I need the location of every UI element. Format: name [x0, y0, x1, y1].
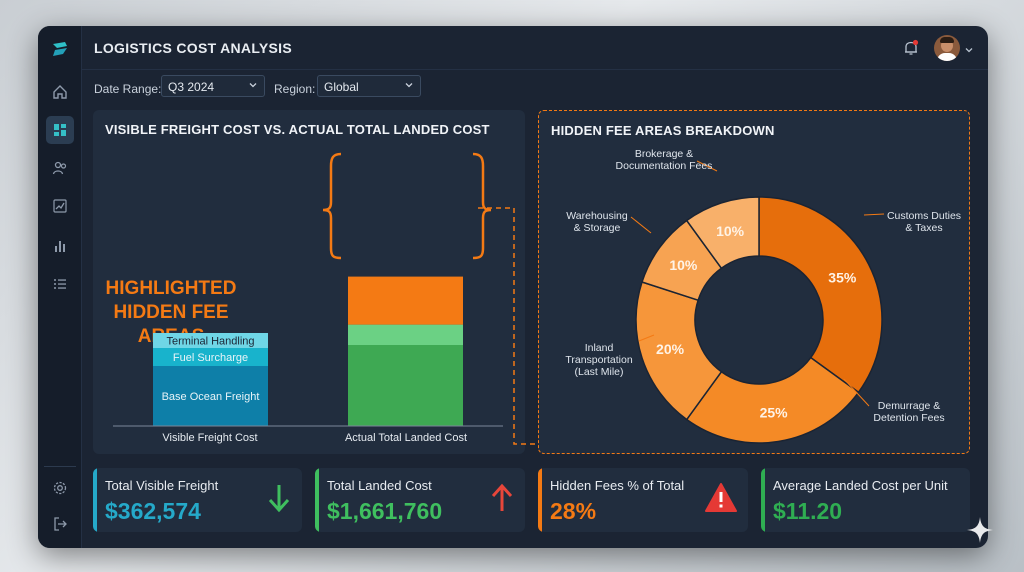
- bar-segment: [348, 276, 463, 325]
- sidebar-divider: [44, 466, 76, 467]
- callout-brace-left: [322, 152, 342, 260]
- sidebar: [38, 26, 82, 548]
- x-tick-label: Visible Freight Cost: [162, 432, 257, 444]
- avatar[interactable]: [934, 35, 960, 61]
- kpi-label: Total Landed Cost: [327, 478, 432, 493]
- slice-category-label: & Taxes: [905, 222, 942, 234]
- kpi-value: $362,574: [105, 498, 201, 524]
- settings-icon[interactable]: [46, 474, 74, 502]
- slice-category-label: & Storage: [574, 222, 621, 234]
- list-icon[interactable]: [46, 270, 74, 298]
- logo-icon: [46, 36, 74, 64]
- callout-line-2: HIDDEN FEE: [113, 302, 228, 323]
- warning-icon: [704, 482, 738, 519]
- callout-connector: [478, 207, 538, 445]
- donut-slice: [685, 196, 760, 270]
- segment-label: Terminal Handling: [166, 336, 254, 348]
- kpi-card-visible-freight: Total Visible Freight $362,574: [93, 468, 302, 532]
- date-range-label: Date Range:: [94, 82, 162, 96]
- chevron-down-icon: [404, 79, 414, 93]
- leader-line: [630, 216, 652, 234]
- filter-bar: Date Range: Q3 2024 Region: Global: [82, 74, 988, 102]
- slice-value-label: 35%: [828, 270, 857, 286]
- bar-chart-title: VISIBLE FREIGHT COST VS. ACTUAL TOTAL LA…: [105, 122, 490, 137]
- slice-category-label: Documentation Fees: [616, 160, 713, 172]
- leader-line: [843, 378, 870, 407]
- dashboard-icon[interactable]: [46, 116, 74, 144]
- leader-line: [696, 160, 718, 172]
- callout-line-1: HIGHLIGHTED: [106, 278, 237, 299]
- slice-category-label: Customs Duties: [887, 210, 961, 222]
- kpi-label: Total Visible Freight: [105, 478, 219, 493]
- kpi-accent: [538, 468, 542, 532]
- donut-slice: [685, 356, 860, 444]
- kpi-value: $11.20: [773, 498, 843, 524]
- kpi-accent: [315, 468, 319, 532]
- kpi-accent: [93, 468, 97, 532]
- leader-line: [638, 334, 655, 342]
- kpi-card-landed-cost: Total Landed Cost $1,661,760: [315, 468, 525, 532]
- chevron-down-icon: [248, 79, 258, 93]
- slice-category-label: Brokerage &: [635, 148, 693, 160]
- bar-chart: HIGHLIGHTED HIDDEN FEE AREAS Visible Fre…: [106, 152, 503, 444]
- bar-segment: [348, 366, 463, 426]
- kpi-value: $1,661,760: [327, 498, 443, 524]
- region-select[interactable]: Global: [317, 75, 421, 97]
- region-value: Global: [324, 80, 359, 94]
- bell-icon[interactable]: [902, 39, 920, 62]
- kpi-card-avg-landed-cost: Average Landed Cost per Unit $11.20: [761, 468, 970, 532]
- slice-category-label: Detention Fees: [873, 412, 944, 424]
- bar-segment: [153, 366, 268, 426]
- kpi-value: 28%: [550, 498, 597, 524]
- bar-segment: [348, 324, 463, 345]
- bar-segment: [153, 348, 268, 366]
- logout-icon[interactable]: [46, 510, 74, 538]
- segment-label: Fuel Surcharge: [173, 352, 248, 364]
- header: LOGISTICS COST ANALYSIS: [82, 26, 988, 70]
- slice-category-label: Inland: [585, 342, 614, 354]
- users-icon[interactable]: [46, 154, 74, 182]
- arrow-down-icon: [266, 482, 292, 519]
- slice-category-label: (Last Mile): [574, 366, 623, 378]
- arrow-up-icon: [489, 482, 515, 519]
- slice-category-label: Warehousing: [566, 210, 628, 222]
- date-range-select[interactable]: Q3 2024: [161, 75, 265, 97]
- slice-value-label: 25%: [760, 404, 789, 420]
- segment-label: Base Ocean Freight: [162, 391, 260, 403]
- slice-value-label: 10%: [716, 223, 745, 239]
- app-window: LOGISTICS COST ANALYSIS Date Range: Q3 2…: [38, 26, 988, 548]
- kpi-label: Average Landed Cost per Unit: [773, 478, 948, 493]
- trend-icon[interactable]: [46, 192, 74, 220]
- slice-category-label: Demurrage &: [878, 400, 940, 412]
- page-title: LOGISTICS COST ANALYSIS: [94, 40, 292, 56]
- donut-chart: 35% Customs Duties& Taxes 25% Demurrage &De…: [565, 148, 961, 444]
- region-label: Region:: [274, 82, 316, 96]
- callout-brace-right: [472, 152, 492, 260]
- donut-chart-title: HIDDEN FEE AREAS BREAKDOWN: [551, 123, 775, 138]
- slice-value-label: 20%: [656, 341, 685, 357]
- kpi-card-hidden-fees: Hidden Fees % of Total 28%: [538, 468, 748, 532]
- sparkle-icon: [967, 517, 993, 543]
- leader-line: [863, 213, 885, 216]
- slice-value-label: 10%: [669, 257, 698, 273]
- kpi-accent: [761, 468, 765, 532]
- donut-slice: [758, 196, 883, 394]
- slice-category-label: Transportation: [565, 354, 632, 366]
- date-range-value: Q3 2024: [168, 80, 215, 94]
- x-tick-label: Actual Total Landed Cost: [345, 432, 467, 444]
- kpi-label: Hidden Fees % of Total: [550, 478, 685, 493]
- chevron-down-icon[interactable]: [964, 42, 974, 60]
- home-icon[interactable]: [46, 78, 74, 106]
- bar-segment: [153, 333, 268, 348]
- bar-segment: [348, 345, 463, 366]
- bar-chart-icon[interactable]: [46, 232, 74, 260]
- bar-chart-panel: VISIBLE FREIGHT COST VS. ACTUAL TOTAL LA…: [93, 110, 525, 454]
- donut-chart-panel: HIDDEN FEE AREAS BREAKDOWN 35% Customs Du…: [538, 110, 970, 454]
